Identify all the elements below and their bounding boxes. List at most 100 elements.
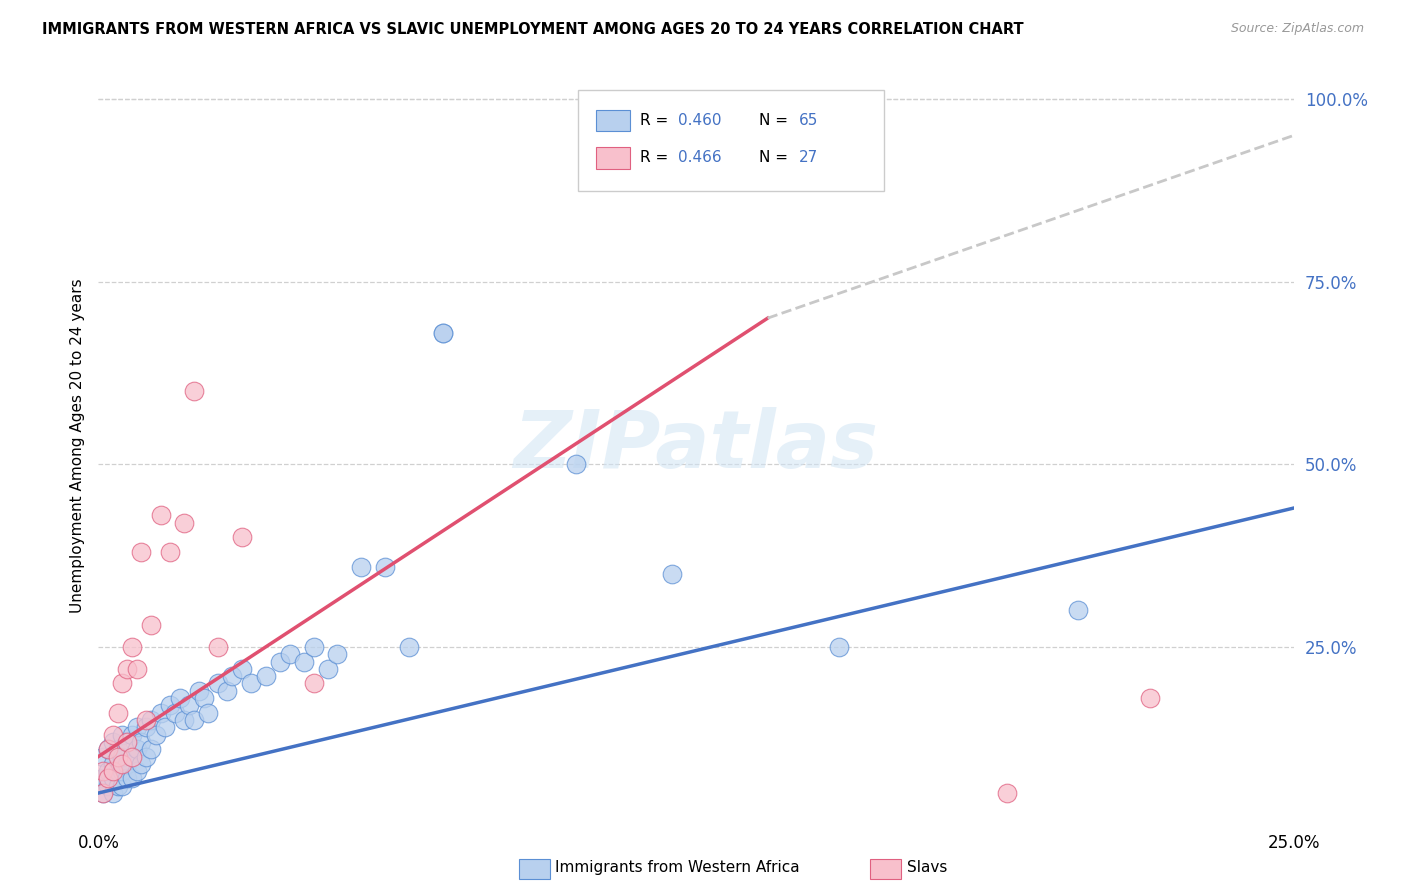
- Text: Slavs: Slavs: [907, 860, 948, 874]
- Point: [121, 749, 143, 764]
- Point: [139, 713, 162, 727]
- Point: [187, 683, 209, 698]
- Point: [139, 742, 162, 756]
- Point: [240, 676, 263, 690]
- Text: R =: R =: [640, 113, 673, 128]
- Text: 27: 27: [799, 151, 818, 165]
- Point: [326, 647, 349, 661]
- Point: [121, 728, 143, 742]
- Point: [661, 566, 683, 581]
- Point: [91, 772, 114, 786]
- Point: [217, 683, 239, 698]
- Point: [197, 706, 219, 720]
- Point: [145, 728, 167, 742]
- Point: [231, 662, 253, 676]
- Point: [163, 706, 186, 720]
- Point: [97, 779, 120, 793]
- Point: [159, 545, 181, 559]
- Point: [135, 749, 157, 764]
- Point: [91, 749, 114, 764]
- Point: [131, 756, 153, 771]
- Point: [135, 713, 157, 727]
- Point: [269, 655, 291, 669]
- Point: [398, 640, 420, 654]
- Point: [115, 772, 138, 786]
- Point: [193, 691, 215, 706]
- Point: [302, 676, 325, 690]
- Point: [111, 676, 134, 690]
- Point: [183, 384, 205, 399]
- Point: [121, 772, 143, 786]
- Point: [91, 764, 114, 778]
- Point: [169, 691, 191, 706]
- Text: R =: R =: [640, 151, 673, 165]
- Point: [111, 749, 134, 764]
- Point: [135, 720, 157, 734]
- Text: Source: ZipAtlas.com: Source: ZipAtlas.com: [1230, 22, 1364, 36]
- Text: 0.460: 0.460: [678, 113, 721, 128]
- Text: N =: N =: [759, 151, 793, 165]
- Point: [995, 786, 1018, 800]
- Point: [125, 764, 148, 778]
- Point: [179, 698, 201, 713]
- Point: [231, 530, 253, 544]
- Point: [115, 735, 138, 749]
- Point: [101, 772, 124, 786]
- Point: [107, 742, 129, 756]
- Point: [107, 764, 129, 778]
- Point: [828, 640, 851, 654]
- Point: [173, 516, 195, 530]
- Point: [111, 764, 134, 778]
- Point: [97, 742, 120, 756]
- Point: [254, 669, 277, 683]
- Point: [97, 742, 120, 756]
- Point: [292, 655, 315, 669]
- Point: [121, 749, 143, 764]
- Point: [115, 735, 138, 749]
- Text: IMMIGRANTS FROM WESTERN AFRICA VS SLAVIC UNEMPLOYMENT AMONG AGES 20 TO 24 YEARS : IMMIGRANTS FROM WESTERN AFRICA VS SLAVIC…: [42, 22, 1024, 37]
- Point: [125, 662, 148, 676]
- Point: [101, 786, 124, 800]
- Point: [207, 676, 229, 690]
- Point: [91, 786, 114, 800]
- Point: [101, 756, 124, 771]
- Point: [111, 779, 134, 793]
- Point: [97, 764, 120, 778]
- Point: [107, 749, 129, 764]
- Point: [125, 742, 148, 756]
- Y-axis label: Unemployment Among Ages 20 to 24 years: Unemployment Among Ages 20 to 24 years: [69, 278, 84, 614]
- Point: [121, 640, 143, 654]
- Point: [173, 713, 195, 727]
- Point: [155, 720, 177, 734]
- Point: [221, 669, 243, 683]
- Point: [350, 559, 373, 574]
- Text: ZIPatlas: ZIPatlas: [513, 407, 879, 485]
- Point: [101, 735, 124, 749]
- Point: [97, 772, 120, 786]
- Text: 0.466: 0.466: [678, 151, 721, 165]
- Point: [149, 706, 172, 720]
- Point: [432, 326, 454, 340]
- Point: [1139, 691, 1161, 706]
- Point: [159, 698, 181, 713]
- Point: [316, 662, 339, 676]
- Text: Immigrants from Western Africa: Immigrants from Western Africa: [555, 860, 800, 874]
- Point: [91, 786, 114, 800]
- Point: [1067, 603, 1090, 617]
- Point: [565, 457, 588, 471]
- Point: [302, 640, 325, 654]
- Point: [115, 756, 138, 771]
- Text: 65: 65: [799, 113, 818, 128]
- Point: [131, 735, 153, 749]
- Point: [149, 508, 172, 523]
- Point: [183, 713, 205, 727]
- Point: [101, 728, 124, 742]
- Point: [107, 779, 129, 793]
- Point: [374, 559, 396, 574]
- Point: [207, 640, 229, 654]
- Point: [131, 545, 153, 559]
- Point: [432, 326, 454, 340]
- Point: [115, 662, 138, 676]
- Text: N =: N =: [759, 113, 793, 128]
- Point: [139, 618, 162, 632]
